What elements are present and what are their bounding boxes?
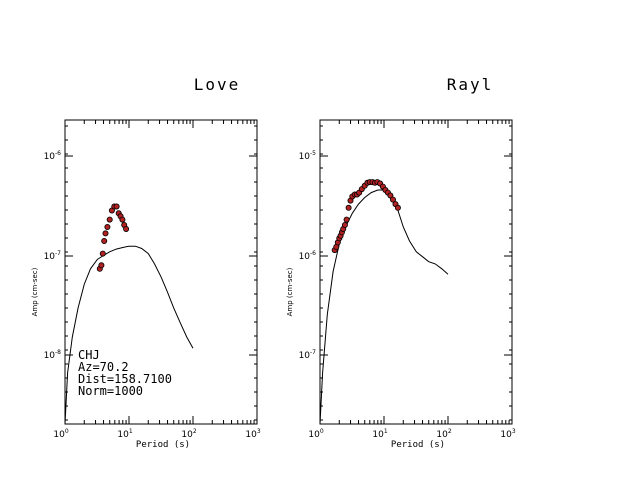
observed-point [104, 223, 111, 230]
y-tick-label: 10-5 [299, 150, 317, 162]
x-tick-label: 102 [181, 428, 196, 440]
plot-frame [64, 119, 258, 425]
station-annotation: Dist=158.7100 [78, 372, 172, 386]
observed-point [345, 204, 352, 211]
y-tick-label: 10-8 [44, 349, 62, 361]
observed-point [98, 262, 105, 269]
x-tick-label: 101 [372, 428, 387, 440]
observed-point [102, 230, 109, 237]
x-tick-label: 100 [53, 428, 68, 440]
observed-point [113, 203, 120, 210]
y-axis-label: Amp (cm-sec) [31, 267, 39, 316]
x-axis-label: Period (s) [391, 440, 445, 450]
observed-point [119, 216, 126, 223]
y-tick-label: 10-6 [44, 150, 62, 162]
observed-point [387, 192, 394, 199]
y-tick-label: 10-6 [299, 250, 317, 262]
observed-point [123, 225, 130, 232]
y-tick-label: 10-7 [299, 349, 317, 361]
observed-point [389, 196, 396, 203]
observed-point [341, 221, 348, 228]
plot-frame [319, 119, 513, 425]
observed-point [99, 250, 106, 257]
y-tick-label: 10-7 [44, 250, 62, 262]
x-tick-label: 103 [500, 428, 515, 440]
station-annotation: Norm=1000 [78, 384, 143, 398]
rayleigh-panel: Rayl 100 101 102 103 10-5 10-6 10-7 Period (s) Am… [286, 75, 516, 450]
y-axis-label: Amp (cm-sec) [286, 267, 294, 316]
x-tick-label: 101 [117, 428, 132, 440]
observed-point [394, 204, 401, 211]
chart-title: Love [194, 75, 241, 94]
chart-title: Rayl [447, 75, 494, 94]
x-axis-label: Period (s) [136, 440, 190, 450]
observed-point [106, 216, 113, 223]
x-tick-label: 102 [436, 428, 451, 440]
station-annotation: CHJ [78, 348, 100, 362]
x-tick-label: 100 [308, 428, 323, 440]
love-panel: Love 100 101 102 103 10-6 10-7 10-8 Period (s) Am… [31, 75, 261, 450]
observed-point [343, 216, 350, 223]
observed-point [101, 237, 108, 244]
station-annotation: Az=70.2 [78, 360, 129, 374]
synthetic-curve [319, 189, 449, 425]
x-tick-label: 103 [245, 428, 260, 440]
synthetic-curve [64, 245, 194, 425]
